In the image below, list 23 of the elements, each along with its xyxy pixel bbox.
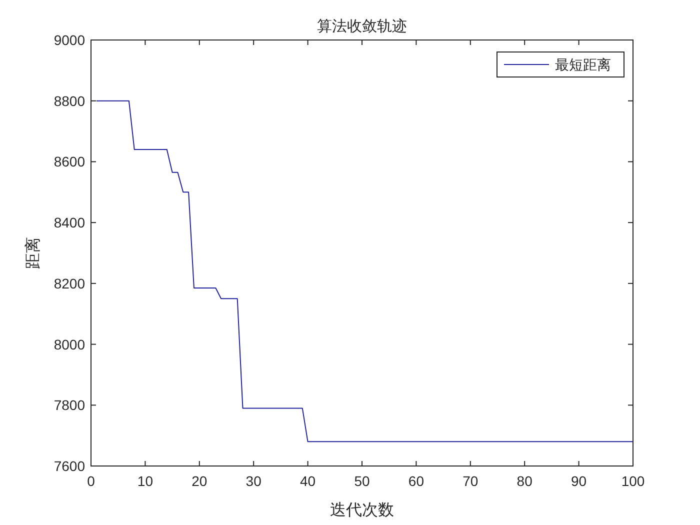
y-axis-title: 距离	[23, 237, 42, 269]
y-tick-label: 9000	[54, 32, 86, 48]
y-tick-label: 8000	[54, 336, 86, 352]
y-tick-label: 8400	[54, 214, 86, 231]
x-tick-label: 0	[87, 473, 96, 489]
x-tick-label: 100	[621, 473, 645, 489]
x-tick-label: 20	[192, 473, 208, 489]
x-tick-label: 80	[516, 473, 533, 489]
x-tick-label: 90	[571, 473, 587, 489]
y-tick-label: 8600	[54, 154, 86, 170]
x-tick-label: 40	[300, 473, 316, 489]
y-tick-label: 7600	[54, 458, 86, 474]
y-tick-label: 8800	[54, 92, 86, 109]
x-tick-label: 70	[462, 473, 478, 489]
x-tick-label: 30	[246, 473, 262, 489]
x-tick-label: 60	[408, 473, 424, 489]
x-tick-label: 50	[354, 473, 370, 489]
x-axis-title: 迭代次数	[330, 500, 394, 519]
chart-title: 算法收敛轨迹	[317, 17, 407, 35]
y-tick-label: 7800	[54, 397, 86, 414]
x-tick-label: 10	[137, 473, 154, 489]
legend-label: 最短距离	[555, 58, 611, 74]
y-tick-label: 8200	[54, 275, 86, 292]
